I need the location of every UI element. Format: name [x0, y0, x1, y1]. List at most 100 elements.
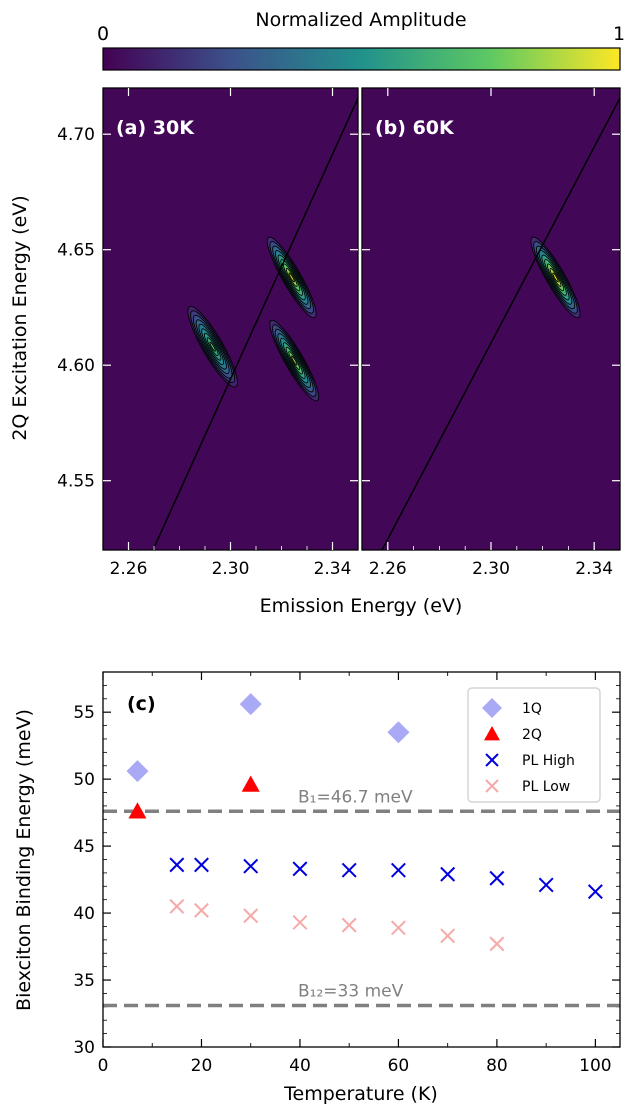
x-tick-label-a-2: 2.34	[314, 559, 352, 579]
x-tick-label-a-0: 2.26	[110, 559, 148, 579]
data-point-pl-low-5-stroke-2	[390, 920, 406, 936]
y-tick-label-2: 4.65	[57, 241, 95, 261]
data-point-pl-high-5	[390, 862, 406, 878]
contour-level-a-1-8	[288, 272, 295, 283]
legend: 1Q 2Q PL High PL Low	[467, 687, 601, 803]
legend-box	[467, 687, 601, 803]
data-point-pl-high-4	[341, 862, 357, 878]
data-point-pl-high-3-stroke-2	[292, 861, 308, 877]
c-x-tick-label-2: 40	[289, 1056, 311, 1076]
data-point-pl-low-3	[292, 914, 308, 930]
data-point-pl-low-1	[194, 902, 209, 918]
data-point-pl-low-0-stroke-2	[169, 898, 185, 914]
data-point-pl-low-7-stroke-2	[489, 936, 505, 952]
data-point-pl-high-0-stroke-2	[169, 857, 185, 873]
data-point-1q-1	[239, 693, 262, 716]
legend-label-3: PL Low	[522, 779, 570, 795]
data-point-pl-high-7	[489, 870, 505, 886]
x-tick-label-b-0: 2.26	[369, 559, 407, 579]
c-x-tick-label-4: 80	[486, 1056, 508, 1076]
data-point-pl-low-3-stroke-2	[292, 914, 308, 930]
data-point-pl-low-6-stroke-2	[440, 928, 456, 944]
y-tick-label-1: 4.60	[57, 356, 95, 376]
data-point-pl-high-6	[440, 866, 456, 882]
data-point-pl-high-9-stroke-2	[587, 884, 603, 900]
data-point-pl-high-1	[194, 857, 209, 873]
legend-marker-0	[482, 698, 502, 718]
panel-b-label: (b) 60K	[375, 117, 455, 139]
panel-a-label: (a) 30K	[116, 117, 195, 139]
c-x-tick-label-1: 20	[191, 1056, 213, 1076]
colorbar-label: Normalized Amplitude	[255, 9, 466, 31]
data-point-1q-2	[387, 721, 410, 744]
data-point-pl-low-0	[169, 898, 185, 914]
reference-line-label-0: B₁=46.7 meV	[298, 787, 413, 807]
c-y-tick-label-2: 40	[73, 904, 95, 924]
legend-label-1: 2Q	[522, 727, 542, 743]
colorbar-min-label: 0	[97, 23, 109, 45]
data-point-pl-low-7	[489, 936, 505, 952]
data-point-pl-low-1-stroke-2	[194, 902, 209, 918]
heatmap-panel-b	[362, 88, 620, 550]
heatmap-y-axis-label: 2Q Excitation Energy (eV)	[9, 195, 31, 440]
data-point-pl-high-9	[587, 884, 603, 900]
data-point-pl-low-4-stroke-2	[341, 917, 357, 933]
data-point-1q-0	[126, 760, 149, 783]
data-point-2q-0	[128, 802, 147, 819]
data-point-pl-low-4	[341, 917, 357, 933]
data-point-pl-high-0	[169, 857, 185, 873]
c-y-tick-label-1: 35	[73, 971, 95, 991]
x-tick-label-b-1: 2.30	[472, 559, 510, 579]
c-x-tick-label-3: 60	[388, 1056, 410, 1076]
data-point-pl-low-2	[243, 908, 259, 924]
c-y-tick-label-3: 45	[73, 837, 95, 857]
data-point-2q-1	[241, 775, 260, 792]
diagonal-line-b	[381, 97, 620, 550]
colorbar	[102, 47, 621, 71]
c-x-tick-label-0: 0	[98, 1056, 109, 1076]
contour-level-a-2-8	[291, 355, 298, 366]
legend-marker-3	[485, 779, 499, 793]
legend-marker-2	[485, 753, 499, 767]
legend-marker-1	[484, 726, 500, 741]
c-y-tick-label-0: 30	[73, 1038, 95, 1058]
c-y-tick-label-5: 55	[73, 703, 95, 723]
data-point-pl-low-2-stroke-2	[243, 908, 259, 924]
legend-marker-3-stroke-2	[485, 779, 499, 793]
heatmap-axes: 2.26 2.30 2.34 4.55 4.60 4.65 4.70 2.26 2.30 2.34	[57, 87, 621, 579]
c-x-tick-label-5: 100	[579, 1056, 611, 1076]
colorbar-max-label: 1	[613, 23, 625, 45]
x-tick-label-b-2: 2.34	[575, 559, 613, 579]
diagonal-line-a	[152, 97, 358, 550]
heatmap-background-a	[103, 88, 358, 550]
contour-level-a-0-8	[209, 341, 216, 352]
data-point-pl-high-5-stroke-2	[390, 862, 406, 878]
data-point-pl-high-8	[538, 877, 554, 893]
data-point-pl-high-4-stroke-2	[341, 862, 357, 878]
legend-label-0: 1Q	[522, 701, 542, 717]
panel-c-label: (c)	[127, 693, 156, 715]
heatmap-background-b	[362, 88, 620, 550]
data-point-pl-high-8-stroke-2	[538, 877, 554, 893]
scatter-x-axis-label: Temperature (K)	[283, 1083, 438, 1105]
heatmap-x-axis-label: Emission Energy (eV)	[260, 595, 463, 617]
data-point-pl-low-5	[390, 920, 406, 936]
y-tick-label-3: 4.70	[57, 125, 95, 145]
x-tick-label-a-1: 2.30	[212, 559, 250, 579]
data-point-pl-high-2	[243, 858, 259, 874]
scatter-panel-c: 0 20 40 60 80 100 30 35 40 45 50 55 B₁=46.7 meV B₁₂=3…	[73, 671, 621, 1076]
scatter-y-axis-label: Biexciton Binding Energy (meV)	[13, 709, 35, 1011]
contour-level-b-0-8	[552, 272, 559, 283]
data-point-pl-high-1-stroke-2	[194, 857, 209, 873]
legend-label-2: PL High	[522, 753, 575, 769]
c-y-tick-label-4: 50	[73, 770, 95, 790]
heatmap-panel-a	[103, 88, 358, 550]
data-point-pl-high-7-stroke-2	[489, 870, 505, 886]
data-point-pl-high-6-stroke-2	[440, 866, 456, 882]
reference-line-label-1: B₁₂=33 meV	[298, 981, 404, 1001]
data-point-pl-high-2-stroke-2	[243, 858, 259, 874]
legend-marker-2-stroke-2	[485, 753, 499, 767]
data-point-pl-high-3	[292, 861, 308, 877]
scatter-frame	[102, 671, 621, 1048]
